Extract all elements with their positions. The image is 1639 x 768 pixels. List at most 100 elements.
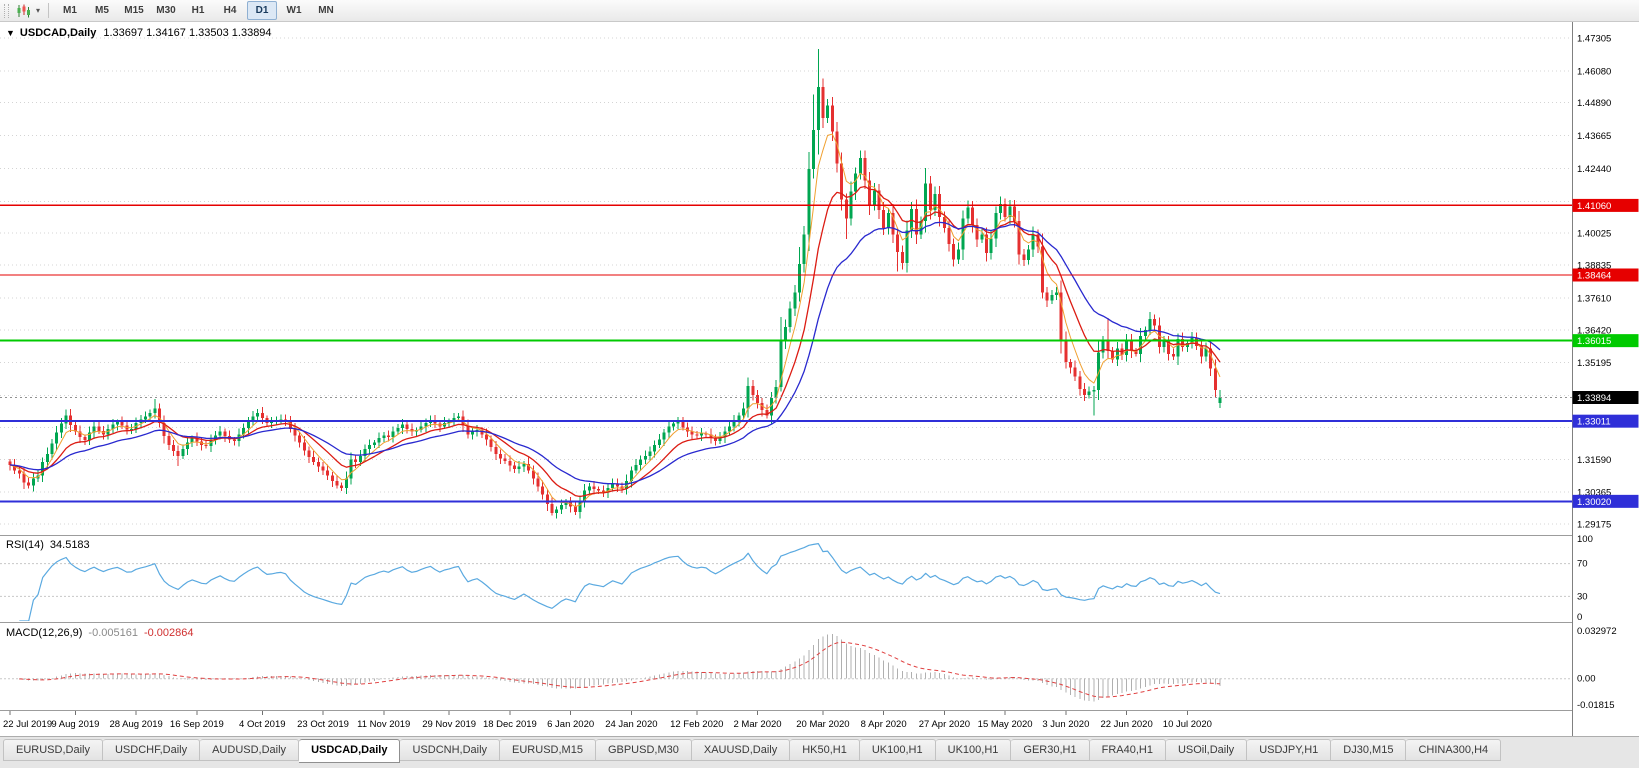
timeframe-button-h4[interactable]: H4: [223, 5, 237, 16]
svg-text:10 Jul 2020: 10 Jul 2020: [1163, 719, 1212, 730]
candlestick-chart-icon: [17, 4, 30, 17]
chart-tab-china300-h4[interactable]: CHINA300,H4: [1406, 739, 1502, 761]
panel-separators: [0, 535, 1639, 711]
timeframe-button-m30[interactable]: M30: [156, 5, 176, 16]
chart-tab-xauusd-daily[interactable]: XAUUSD,Daily: [691, 739, 791, 761]
chart-tab-dj30-m15[interactable]: DJ30,M15: [1331, 739, 1407, 761]
svg-text:1.36015: 1.36015: [1577, 336, 1611, 347]
svg-text:1.38835: 1.38835: [1577, 261, 1611, 272]
svg-text:9 Aug 2019: 9 Aug 2019: [51, 719, 99, 730]
svg-text:-0.01815: -0.01815: [1577, 700, 1615, 711]
svg-text:1.30365: 1.30365: [1577, 488, 1611, 499]
toolbar-grip[interactable]: [4, 3, 9, 18]
chart-tab-ger30-h1[interactable]: GER30,H1: [1011, 739, 1090, 761]
timeframe-button-h1[interactable]: H1: [191, 5, 205, 16]
macd-indicator-label: MACD(12,26,9) -0.005161 -0.002864: [6, 627, 194, 639]
price-axis-layer: 1.47305 1.46080 1.44890 1.43665 1.42440 1.400…: [1572, 22, 1639, 736]
timeframe-button-m1[interactable]: M1: [63, 5, 77, 16]
chart-tab-hk50-h1[interactable]: HK50,H1: [790, 739, 860, 761]
svg-text:27 Apr 2020: 27 Apr 2020: [919, 719, 970, 730]
macd-signal-value: -0.002864: [143, 627, 194, 639]
chart-tab-usdcnh-daily[interactable]: USDCNH,Daily: [400, 739, 501, 761]
svg-text:1.37610: 1.37610: [1577, 293, 1611, 304]
chart-tab-usoil-daily[interactable]: USOil,Daily: [1165, 739, 1248, 761]
levels-layer: [0, 204, 1572, 503]
chart-tab-usdjpy-h1[interactable]: USDJPY,H1: [1247, 739, 1332, 761]
svg-text:15 May 2020: 15 May 2020: [978, 719, 1033, 730]
chart-tab-usdcad-daily[interactable]: USDCAD,Daily: [299, 739, 401, 763]
ma-slow-line: [9, 221, 1221, 485]
macd-signal-line: [19, 641, 1221, 698]
chart-tabs-bar: EURUSD,Daily USDCHF,Daily AUDUSD,Daily USDC…: [0, 736, 1639, 768]
svg-text:3 Jun 2020: 3 Jun 2020: [1042, 719, 1089, 730]
rsi-name: RSI(14): [6, 539, 44, 551]
svg-text:29 Nov 2019: 29 Nov 2019: [422, 719, 476, 730]
rsi-indicator-label: RSI(14) 34.5183: [6, 539, 90, 551]
svg-text:1.31590: 1.31590: [1577, 455, 1611, 466]
svg-text:22 Jul 2019: 22 Jul 2019: [3, 719, 52, 730]
timeframe-toolbar: ▾ M1 M5 M15 M30 H1 H4 D1 W1 MN: [0, 0, 1639, 22]
rsi-macd-panel-splitter[interactable]: [0, 620, 1572, 625]
chart-tab-eurusd-daily[interactable]: EURUSD,Daily: [3, 739, 103, 761]
macd-name: MACD(12,26,9): [6, 627, 83, 639]
svg-text:22 Jun 2020: 22 Jun 2020: [1100, 719, 1152, 730]
rsi-layer: [0, 542, 1572, 621]
svg-text:1.33011: 1.33011: [1577, 417, 1611, 428]
svg-text:6 Jan 2020: 6 Jan 2020: [547, 719, 594, 730]
chart-tab-uk100-h1[interactable]: UK100,H1: [935, 739, 1012, 761]
svg-text:1.33894: 1.33894: [1577, 393, 1611, 404]
timeframe-button-m5[interactable]: M5: [95, 5, 109, 16]
svg-text:11 Nov 2019: 11 Nov 2019: [357, 719, 410, 730]
timeframe-button-mn[interactable]: MN: [318, 5, 334, 16]
macd-histogram: [18, 634, 1221, 702]
svg-text:0.00: 0.00: [1577, 674, 1596, 685]
svg-text:1.38464: 1.38464: [1577, 270, 1611, 281]
svg-text:28 Aug 2019: 28 Aug 2019: [109, 719, 162, 730]
svg-text:1.46080: 1.46080: [1577, 66, 1611, 77]
chart-tab-eurusd-m15[interactable]: EURUSD,M15: [500, 739, 596, 761]
svg-text:0: 0: [1577, 612, 1582, 623]
chart-tab-gbpusd-m30[interactable]: GBPUSD,M30: [595, 739, 692, 761]
timeframe-button-m15[interactable]: M15: [124, 5, 144, 16]
svg-text:2 Mar 2020: 2 Mar 2020: [733, 719, 781, 730]
macd-main-value: -0.005161: [88, 627, 138, 639]
price-axis[interactable]: [1572, 22, 1639, 711]
ma-fast-line: [9, 133, 1221, 508]
chart-tab-audusd-daily[interactable]: AUDUSD,Daily: [200, 739, 300, 761]
rsi-line: [19, 542, 1221, 621]
date-axis-layer: 22 Jul 2019 9 Aug 2019 28 Aug 2019 16 Sep 2…: [0, 711, 1572, 736]
svg-text:4 Oct 2019: 4 Oct 2019: [239, 719, 285, 730]
chart-ohlc-values: 1.33697 1.34167 1.33503 1.33894: [103, 27, 272, 39]
svg-text:1.44890: 1.44890: [1577, 98, 1611, 109]
svg-text:1.41060: 1.41060: [1577, 201, 1611, 212]
chart-type-icon[interactable]: [13, 2, 33, 20]
chart-symbol-label: USDCAD,Daily: [19, 27, 97, 39]
svg-text:20 Mar 2020: 20 Mar 2020: [796, 719, 849, 730]
svg-text:24 Jan 2020: 24 Jan 2020: [605, 719, 657, 730]
svg-text:8 Apr 2020: 8 Apr 2020: [861, 719, 907, 730]
svg-text:70: 70: [1577, 559, 1588, 570]
chart-type-dropdown-caret-icon[interactable]: ▾: [35, 6, 40, 15]
chart-tab-uk100-h1[interactable]: UK100,H1: [859, 739, 936, 761]
main-rsi-panel-splitter[interactable]: [0, 533, 1572, 538]
svg-text:1.35195: 1.35195: [1577, 358, 1611, 369]
chart-tab-usdchf-daily[interactable]: USDCHF,Daily: [102, 739, 201, 761]
svg-text:1.29175: 1.29175: [1577, 520, 1611, 531]
svg-text:23 Oct 2019: 23 Oct 2019: [297, 719, 349, 730]
one-click-trading-toggle-icon[interactable]: ▼: [6, 28, 15, 38]
timeframe-button-w1[interactable]: W1: [286, 5, 302, 16]
chart-tab-fra40-h1[interactable]: FRA40,H1: [1089, 739, 1166, 761]
grid-layer: [0, 37, 1572, 525]
svg-text:1.36420: 1.36420: [1577, 325, 1611, 336]
svg-text:1.30020: 1.30020: [1577, 497, 1611, 508]
candles-layer: [8, 48, 1222, 519]
svg-text:0.032972: 0.032972: [1577, 626, 1617, 637]
macd-layer: [0, 634, 1572, 702]
chart-title: ▼ USDCAD,Daily 1.33697 1.34167 1.33503 1.3…: [6, 27, 272, 39]
svg-text:1.43665: 1.43665: [1577, 131, 1611, 142]
svg-text:1.42440: 1.42440: [1577, 164, 1611, 175]
time-axis[interactable]: [0, 711, 1572, 736]
svg-text:1.40025: 1.40025: [1577, 229, 1611, 240]
timeframe-button-d1[interactable]: D1: [247, 1, 277, 20]
